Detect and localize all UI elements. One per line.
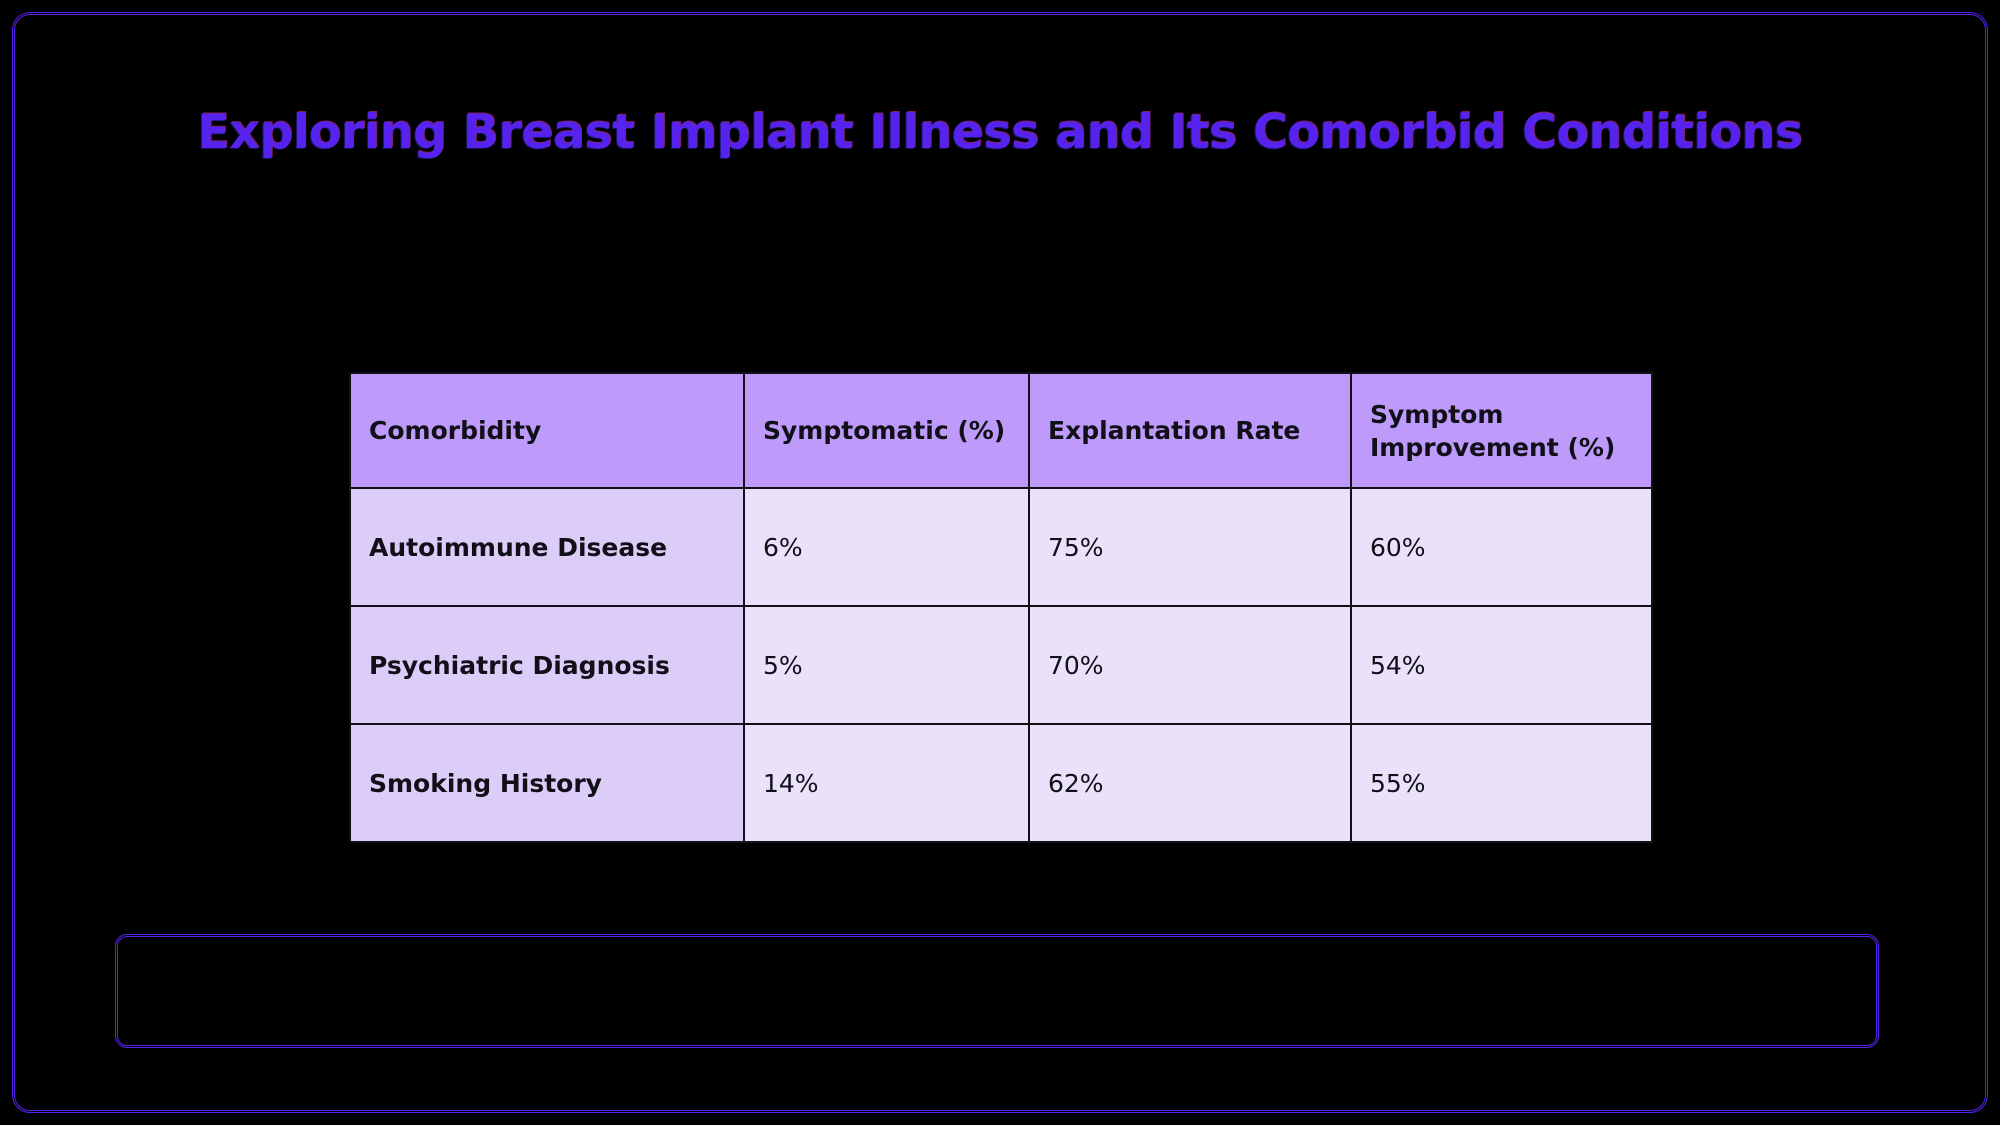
cell-explantation-rate: 62% (1028, 723, 1352, 843)
comorbidity-table: Comorbidity Symptomatic (%) Explantation… (349, 372, 1653, 843)
cell-symptom-improvement: 54% (1350, 605, 1653, 725)
cell-comorbidity: Smoking History (349, 723, 745, 843)
table-body: Autoimmune Disease 6% 75% 60% Psychiatri… (349, 487, 1653, 843)
face-with-medical-mask-icon: 😷 (974, 226, 1026, 282)
column-header-explantation-rate: Explantation Rate (1028, 372, 1352, 489)
cell-symptomatic: 6% (743, 487, 1030, 607)
cell-symptom-improvement: 55% (1350, 723, 1653, 843)
column-header-symptomatic: Symptomatic (%) (743, 372, 1030, 489)
table-header: Comorbidity Symptomatic (%) Explantation… (349, 372, 1653, 489)
table-row: Autoimmune Disease 6% 75% 60% (349, 487, 1653, 607)
cell-comorbidity: Psychiatric Diagnosis (349, 605, 745, 725)
table-row: Smoking History 14% 62% 55% (349, 723, 1653, 843)
cell-symptom-improvement: 60% (1350, 487, 1653, 607)
comorbidity-table-container: Comorbidity Symptomatic (%) Explantation… (349, 372, 1653, 843)
cell-symptomatic: 14% (743, 723, 1030, 843)
cell-explantation-rate: 75% (1028, 487, 1352, 607)
cell-symptomatic: 5% (743, 605, 1030, 725)
table-row: Psychiatric Diagnosis 5% 70% 54% (349, 605, 1653, 725)
notes-panel (115, 934, 1879, 1048)
cell-explantation-rate: 70% (1028, 605, 1352, 725)
table-header-row: Comorbidity Symptomatic (%) Explantation… (349, 372, 1653, 489)
page-title: Exploring Breast Implant Illness and Its… (197, 105, 1803, 160)
column-header-symptom-improvement: Symptom Improvement (%) (1350, 372, 1653, 489)
column-header-comorbidity: Comorbidity (349, 372, 745, 489)
cell-comorbidity: Autoimmune Disease (349, 487, 745, 607)
